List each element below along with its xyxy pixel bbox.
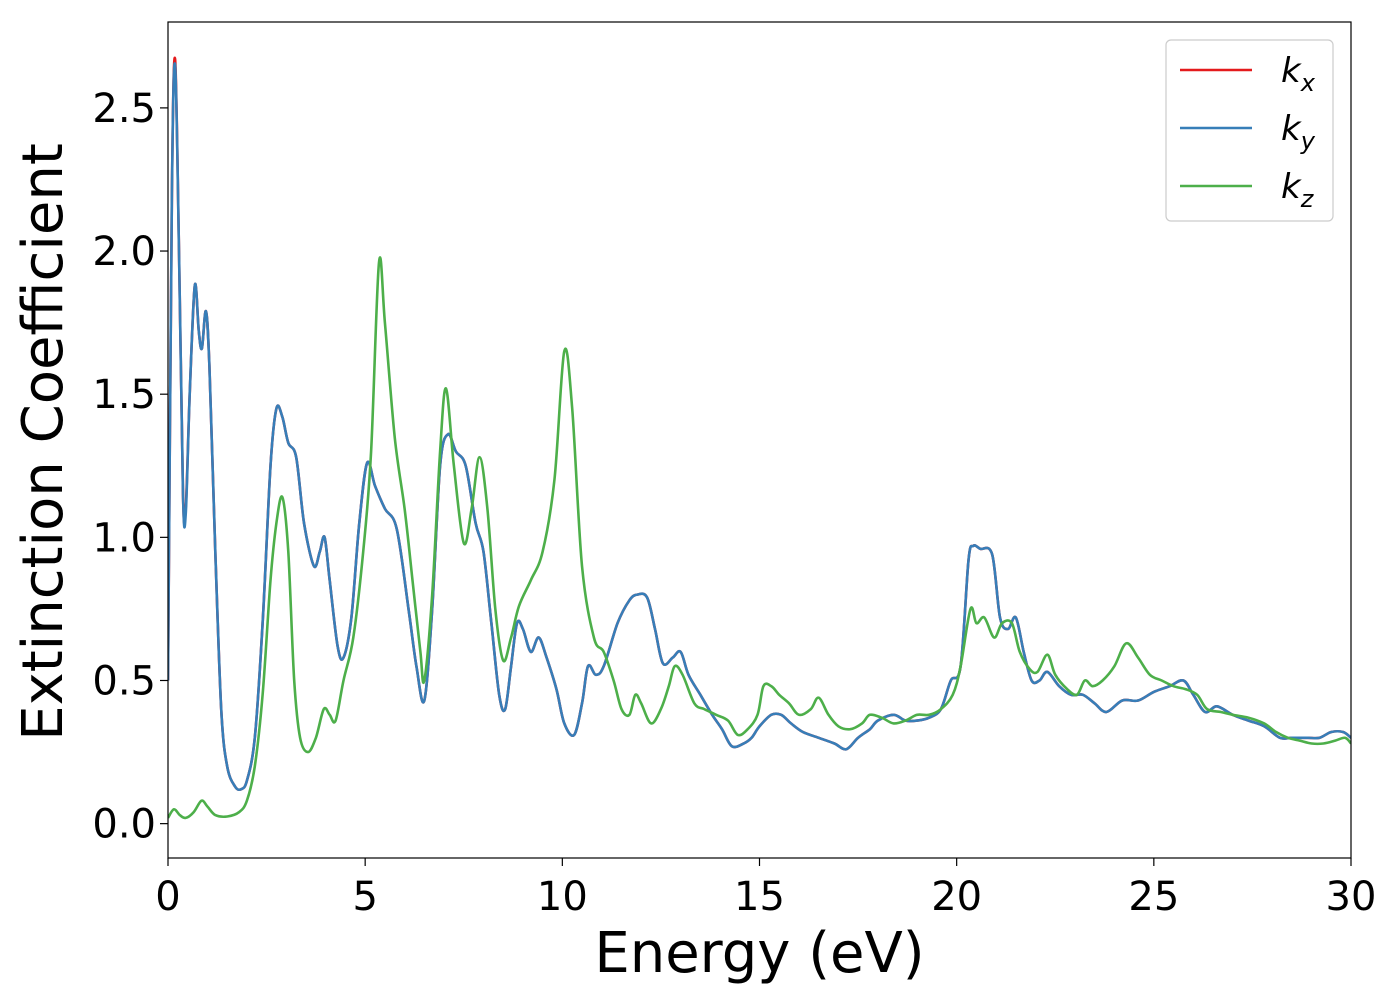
x-tick-label: 0	[155, 874, 180, 920]
x-axis-title: Energy (eV)	[594, 921, 924, 986]
y-axis-ticks: 0.0 0.5 1.0 1.5 2.0 2.5	[92, 86, 168, 848]
x-tick-label: 20	[931, 874, 982, 920]
series-line-kz	[168, 256, 1351, 820]
x-tick-label: 30	[1326, 874, 1377, 920]
x-tick-label: 25	[1128, 874, 1179, 920]
x-tick-label: 10	[537, 874, 588, 920]
plot-frame	[167, 21, 1352, 859]
y-tick-label: 1.5	[92, 372, 156, 418]
y-tick-label: 0.0	[92, 802, 156, 848]
x-axis-ticks: 0 5 10 15 20 25 30	[155, 858, 1376, 920]
y-axis-title: Extinction Coefficient	[11, 143, 76, 741]
y-tick-label: 0.5	[92, 658, 156, 704]
y-tick-label: 1.0	[92, 515, 156, 561]
x-tick-label: 15	[734, 874, 785, 920]
series-layer	[168, 56, 1351, 820]
y-tick-label: 2.0	[92, 229, 156, 275]
legend-box	[1165, 39, 1334, 222]
y-tick-label: 2.5	[92, 86, 156, 132]
x-tick-label: 5	[352, 874, 377, 920]
series-line-ky	[168, 62, 1351, 792]
